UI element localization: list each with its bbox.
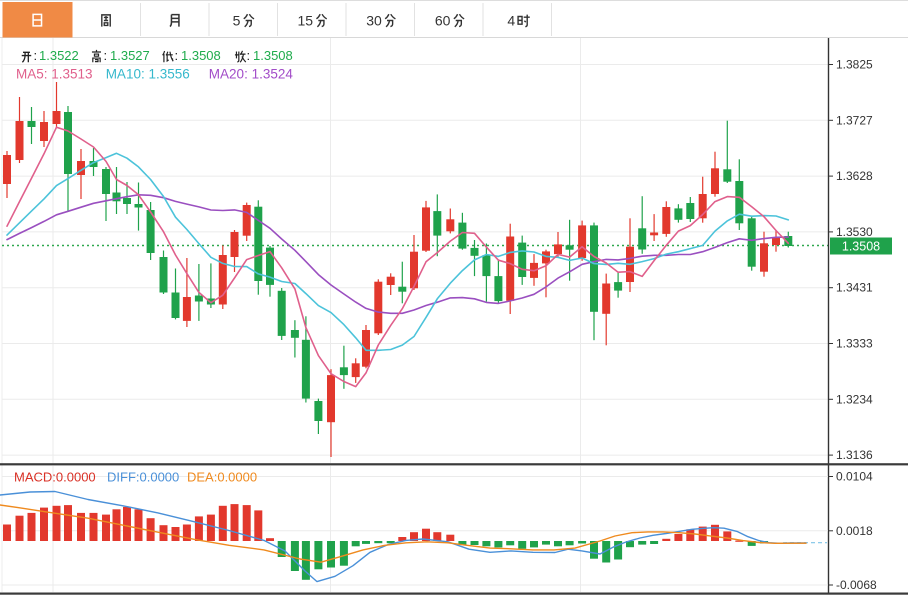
svg-text:MA10: 1.3556: MA10: 1.3556 (106, 67, 190, 82)
svg-text:-0.0068: -0.0068 (836, 578, 877, 592)
svg-text:0.0104: 0.0104 (836, 470, 873, 484)
svg-text:MA20: 1.3524: MA20: 1.3524 (209, 67, 294, 82)
svg-text:1.3508: 1.3508 (842, 240, 880, 254)
svg-text:5: 5 (233, 13, 241, 29)
svg-text:DEA:0.0000: DEA:0.0000 (187, 470, 257, 485)
svg-text:1.3431: 1.3431 (836, 281, 873, 295)
svg-text::: : (104, 48, 108, 63)
svg-text:0.0018: 0.0018 (836, 524, 873, 538)
svg-text:1.3333: 1.3333 (836, 337, 873, 351)
svg-text:1.3825: 1.3825 (836, 58, 873, 72)
svg-text:4: 4 (507, 13, 515, 29)
svg-text:30: 30 (366, 13, 382, 29)
svg-text::: : (175, 48, 179, 63)
svg-text:MACD:0.0000: MACD:0.0000 (14, 470, 96, 485)
svg-text:1.3508: 1.3508 (181, 48, 221, 63)
svg-text::: : (34, 48, 38, 63)
svg-text:15: 15 (298, 13, 314, 29)
svg-text:1.3727: 1.3727 (836, 113, 873, 127)
svg-text:1.3136: 1.3136 (836, 448, 873, 462)
svg-text:60: 60 (435, 13, 451, 29)
svg-text:DIFF:0.0000: DIFF:0.0000 (107, 470, 179, 485)
svg-text:1.3522: 1.3522 (39, 48, 79, 63)
svg-text:1.3628: 1.3628 (836, 169, 873, 183)
svg-text:1.3508: 1.3508 (253, 48, 293, 63)
svg-text:1.3234: 1.3234 (836, 392, 873, 406)
svg-text::: : (247, 48, 251, 63)
svg-text:1.3530: 1.3530 (836, 225, 873, 239)
svg-text:1.3527: 1.3527 (110, 48, 150, 63)
svg-text:MA5: 1.3513: MA5: 1.3513 (16, 67, 93, 82)
